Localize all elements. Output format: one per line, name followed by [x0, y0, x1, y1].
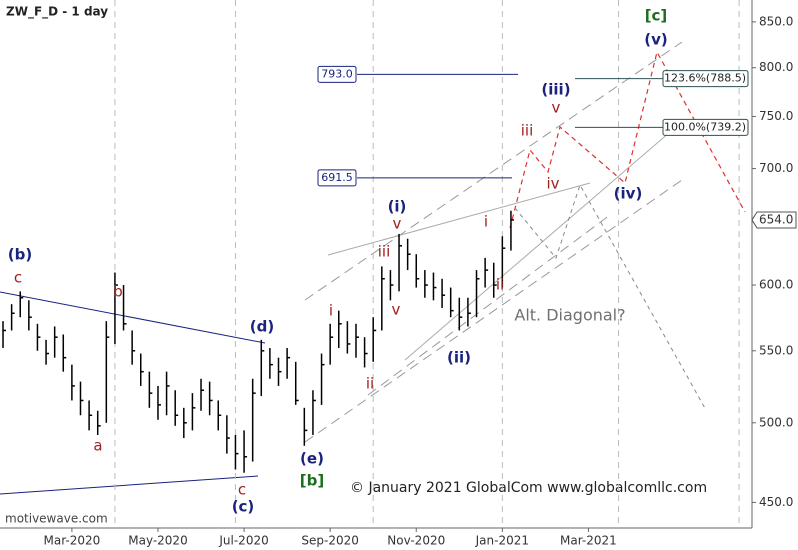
y-tick-label: 500.0 [759, 415, 793, 429]
wave-label: v [393, 215, 402, 233]
wave-label: (iii) [541, 81, 570, 99]
wave-label: c [238, 481, 246, 499]
wave-label: b [113, 283, 123, 301]
copyright: © January 2021 GlobalCom www.globalcomll… [350, 480, 707, 496]
wave-label: iv [546, 175, 559, 193]
trend-line [0, 291, 266, 344]
trend-lines [0, 41, 746, 495]
channel-line [367, 214, 611, 396]
x-tick-label: Nov-2020 [387, 534, 445, 548]
x-tick-label: May-2020 [128, 534, 187, 548]
y-tick-label: 750.0 [759, 109, 793, 123]
last-price-box [751, 211, 797, 229]
y-tick-label: 450.0 [759, 495, 793, 509]
wave-label: (d) [250, 318, 274, 336]
level-label: 793.0 [321, 67, 353, 80]
fib-box [662, 70, 749, 88]
y-tick-label: 850.0 [759, 14, 793, 28]
x-tick-label: Jul-2020 [218, 534, 268, 548]
channel-line [304, 179, 683, 443]
wave-label: v [552, 99, 561, 117]
wave-label: (c) [232, 498, 255, 516]
wave-label: (e) [300, 450, 324, 468]
diagonal-line [404, 131, 671, 361]
watermark: motivewave.com [5, 512, 108, 526]
wave-label: v [392, 301, 401, 319]
y-tick-label: 700.0 [759, 161, 793, 175]
projection-path [509, 50, 746, 229]
wave-label: iii [378, 243, 391, 261]
x-tick-label: Mar-2021 [560, 534, 617, 548]
wave-label: (iv) [614, 185, 643, 203]
fib-box [662, 118, 749, 136]
x-tick-label: Jan-2021 [475, 534, 529, 548]
channel-line [304, 41, 683, 301]
chart-title: ZW_F_D - 1 day [6, 5, 108, 20]
wave-label: i [484, 213, 488, 231]
y-tick-label: 550.0 [759, 343, 793, 357]
fib-label: 100.0%(739.2) [664, 120, 746, 133]
fib-label: 123.6%(788.5) [664, 72, 746, 85]
wave-label: (i) [388, 198, 407, 216]
wave-label: ii [366, 375, 374, 393]
alt-projection-path [514, 183, 707, 411]
wave-label: (v) [644, 31, 668, 49]
wave-label: ii [496, 276, 504, 294]
last-price-label: 654.0 [759, 212, 793, 226]
wave-label: (b) [8, 246, 32, 264]
wave-label: Alt. Diagonal? [514, 306, 625, 325]
level-box [317, 65, 357, 83]
wave-label: [c] [645, 7, 668, 25]
wave-label: i [329, 302, 333, 320]
y-tick-label: 800.0 [759, 60, 793, 74]
x-tick-label: Sep-2020 [301, 534, 359, 548]
wave-label: (ii) [447, 349, 471, 367]
trend-line [0, 475, 259, 495]
wave-label: [b] [300, 472, 324, 490]
y-tick-label: 600.0 [759, 278, 793, 292]
x-tick-label: Mar-2020 [44, 534, 101, 548]
diagonal-line [327, 182, 591, 256]
wave-label: iii [521, 122, 534, 140]
level-label: 691.5 [321, 171, 353, 184]
wave-label: a [93, 437, 102, 455]
level-box [317, 169, 357, 187]
wave-label: c [14, 269, 22, 287]
